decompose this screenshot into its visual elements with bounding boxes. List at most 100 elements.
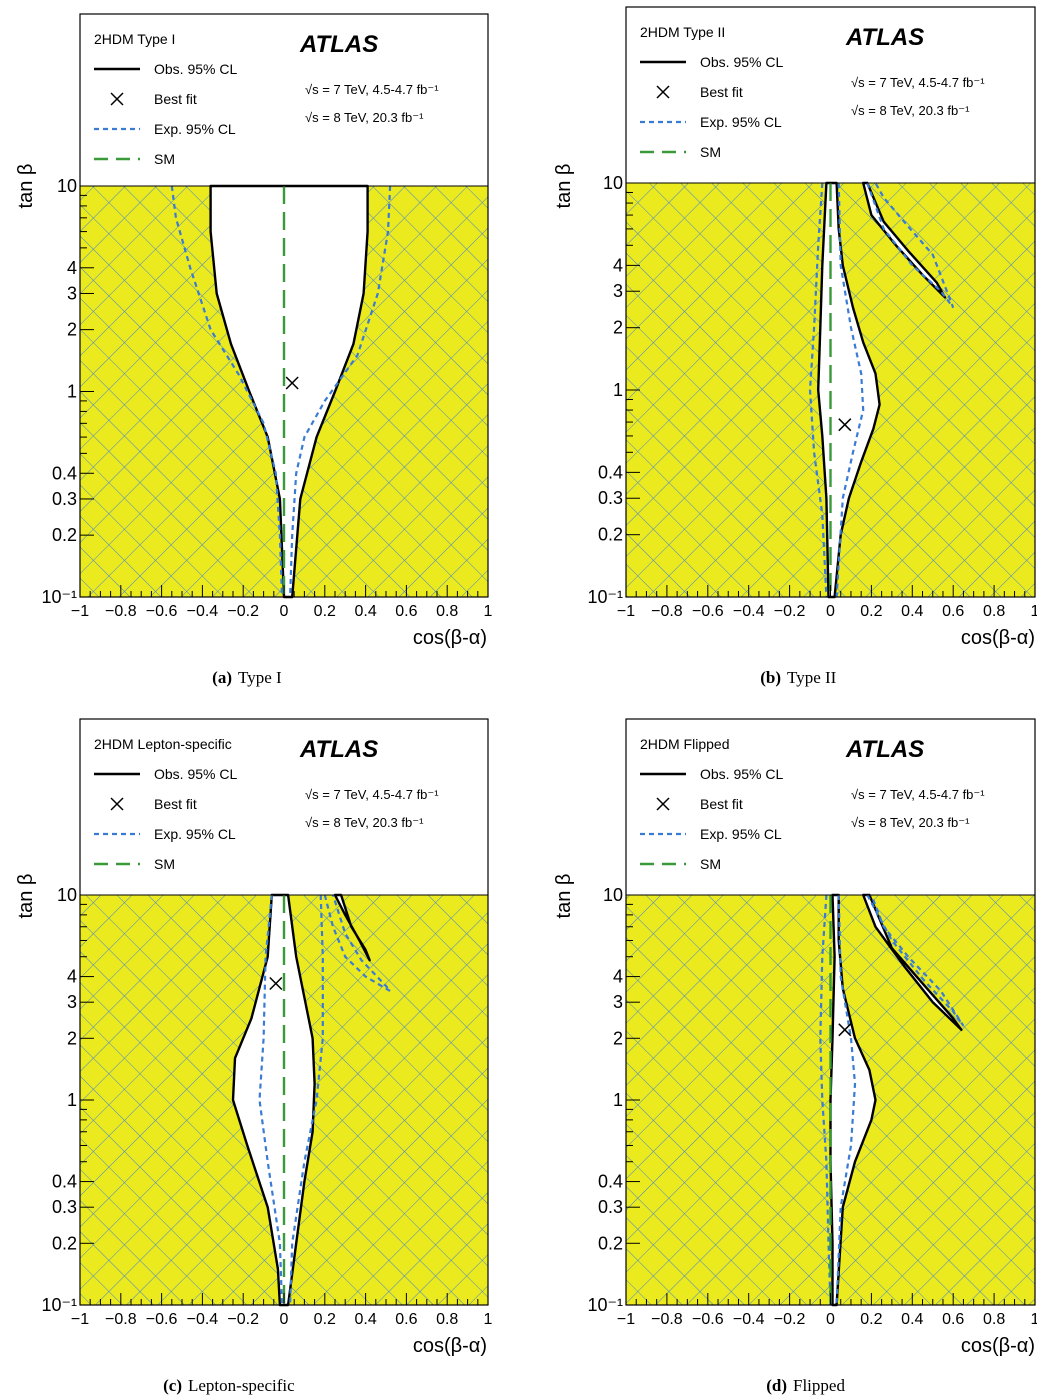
best-fit-stroke-2 xyxy=(838,1023,852,1037)
x-tick-label: −0.4 xyxy=(733,603,765,620)
panel-a-ylabel: tan β xyxy=(15,164,37,209)
x-tick-label: 0.8 xyxy=(983,1311,1005,1328)
best-fit-stroke-2 xyxy=(269,976,283,991)
y-tick-label: 2 xyxy=(613,1028,623,1048)
y-tick-label: 0.4 xyxy=(598,462,623,482)
y-tick-label: 0.4 xyxy=(52,1172,77,1192)
x-tick-label: −0.6 xyxy=(692,1311,724,1328)
y-tick-label: 0.3 xyxy=(598,1197,623,1217)
energy-label: √s = 8 TeV, 20.3 fb⁻¹ xyxy=(305,110,424,125)
y-tick-label: 1 xyxy=(613,380,623,400)
panel-b: −1 −0.8 −0.6 −0.4 −0.2 0 0.2 0.4 0.6 0.8 1 10⁻¹ 0.2 0… xyxy=(553,6,1037,687)
x-tick-label: −0.2 xyxy=(227,1311,259,1328)
legend-marker-best-fit xyxy=(110,92,124,106)
x-tick-label: 0.8 xyxy=(983,603,1005,620)
legend-label: Best fit xyxy=(154,796,197,812)
x-tick-label: −0.8 xyxy=(651,1311,683,1328)
y-tick-label: 4 xyxy=(613,255,623,275)
legend-label: Obs. 95% CL xyxy=(154,61,237,77)
x-tick-label: 0.8 xyxy=(436,603,458,620)
panel-c-caption: Lepton-specific xyxy=(188,1376,295,1395)
legend-title: 2HDM Lepton-specific xyxy=(94,736,232,752)
y-tick-label: 0.2 xyxy=(52,1233,77,1253)
panel-a-subfigure-label: (a) xyxy=(212,668,232,687)
x-tick-label: −1 xyxy=(71,1311,89,1328)
panel-a-caption: Type I xyxy=(238,668,282,687)
y-tick-label: 0.2 xyxy=(52,525,77,545)
x-tick-label: −0.2 xyxy=(774,603,806,620)
expected-contour-3 xyxy=(866,894,965,1027)
energy-label: √s = 7 TeV, 4.5-4.7 fb⁻¹ xyxy=(305,787,439,802)
panel-b-caption: Type II xyxy=(787,668,837,687)
expected-contour-2 xyxy=(835,182,865,598)
panel-a-plot: −1 −0.8 −0.6 −0.4 −0.2 0 0.2 0.4 0.6 0.8 1 10⁻¹ 0.2 0… xyxy=(41,13,493,620)
x-tick-label: 1 xyxy=(1031,1311,1037,1328)
panel-b-subfigure-label: (b) xyxy=(760,668,781,687)
best-fit-marker xyxy=(285,376,299,390)
x-tick-label: 0 xyxy=(826,603,835,620)
best-fit-marker xyxy=(838,418,852,432)
x-tick-label: 0.6 xyxy=(942,603,964,620)
x-tick-label: 0.4 xyxy=(354,1311,376,1328)
panel-c-subfigure-label: (c) xyxy=(163,1376,182,1395)
expected-contour-1 xyxy=(170,185,284,598)
energy-label: √s = 8 TeV, 20.3 fb⁻¹ xyxy=(851,815,970,830)
y-tick-label: 10 xyxy=(603,173,623,193)
x-tick-label: 0.4 xyxy=(354,603,376,620)
y-tick-label: 3 xyxy=(613,992,623,1012)
observed-contour-1 xyxy=(817,181,881,599)
energy-label: √s = 8 TeV, 20.3 fb⁻¹ xyxy=(305,815,424,830)
x-tick-label: −0.8 xyxy=(105,603,137,620)
experiment-label: ATLAS xyxy=(299,736,378,763)
x-tick-label: 0 xyxy=(280,603,289,620)
legend-marker-best-fit xyxy=(110,797,124,811)
expected-contour-2 xyxy=(835,894,857,1306)
panel-c-ylabel: tan β xyxy=(15,874,37,919)
y-tick-label: 0.2 xyxy=(598,1233,623,1253)
y-tick-label: 3 xyxy=(67,992,77,1012)
y-tick-label: 0.2 xyxy=(598,525,623,545)
x-tick-label: 0.2 xyxy=(314,1311,336,1328)
x-tick-label: −0.8 xyxy=(651,603,683,620)
observed-contour-2 xyxy=(333,893,371,962)
allowed-region-1 xyxy=(818,183,880,597)
x-tick-label: 1 xyxy=(484,603,493,620)
panel-b-plot: −1 −0.8 −0.6 −0.4 −0.2 0 0.2 0.4 0.6 0.8 1 10⁻¹ 0.2 0… xyxy=(587,6,1037,620)
y-tick-label: 0.3 xyxy=(52,1197,77,1217)
panel-c-plot: −1 −0.8 −0.6 −0.4 −0.2 0 0.2 0.4 0.6 0.8 1 10⁻¹ 0.2 0… xyxy=(41,718,493,1328)
panel-d-subfigure-label: (d) xyxy=(766,1376,787,1395)
energy-label: √s = 7 TeV, 4.5-4.7 fb⁻¹ xyxy=(305,82,439,97)
expected-contour-1 xyxy=(808,182,828,598)
legend-label: Best fit xyxy=(700,84,743,100)
y-tick-label: 10⁻¹ xyxy=(587,1295,623,1315)
experiment-label: ATLAS xyxy=(299,31,378,58)
y-tick-label: 2 xyxy=(613,318,623,338)
best-fit-marker xyxy=(838,1023,852,1037)
y-tick-label: 10 xyxy=(57,176,77,196)
x-tick-label: −0.6 xyxy=(146,1311,178,1328)
experiment-label: ATLAS xyxy=(845,24,924,51)
legend-title: 2HDM Type I xyxy=(94,31,175,47)
x-tick-label: −0.2 xyxy=(227,603,259,620)
y-tick-label: 4 xyxy=(67,258,77,278)
legend-label: Exp. 95% CL xyxy=(700,826,782,842)
x-tick-label: −0.4 xyxy=(733,1311,765,1328)
y-tick-label: 2 xyxy=(67,1028,77,1048)
panel-a-xlabel: cos(β-α) xyxy=(413,627,487,649)
x-tick-label: 0.6 xyxy=(395,603,417,620)
x-tick-label: 1 xyxy=(1031,603,1037,620)
y-tick-label: 1 xyxy=(67,382,77,402)
energy-label: √s = 7 TeV, 4.5-4.7 fb⁻¹ xyxy=(851,787,985,802)
y-tick-label: 10⁻¹ xyxy=(587,587,623,607)
panel-d: −1 −0.8 −0.6 −0.4 −0.2 0 0.2 0.4 0.6 0.8 1 10⁻¹ 0.2 0… xyxy=(553,718,1037,1395)
y-tick-label: 3 xyxy=(613,281,623,301)
panel-d-xlabel: cos(β-α) xyxy=(961,1335,1035,1357)
best-fit-stroke-2 xyxy=(838,418,852,432)
y-tick-label: 1 xyxy=(613,1090,623,1110)
x-tick-label: 0.4 xyxy=(901,603,923,620)
legend-label: Exp. 95% CL xyxy=(700,114,782,130)
y-tick-label: 10 xyxy=(603,885,623,905)
panel-b-xlabel: cos(β-α) xyxy=(961,627,1035,649)
x-tick-label: 0.8 xyxy=(436,1311,458,1328)
